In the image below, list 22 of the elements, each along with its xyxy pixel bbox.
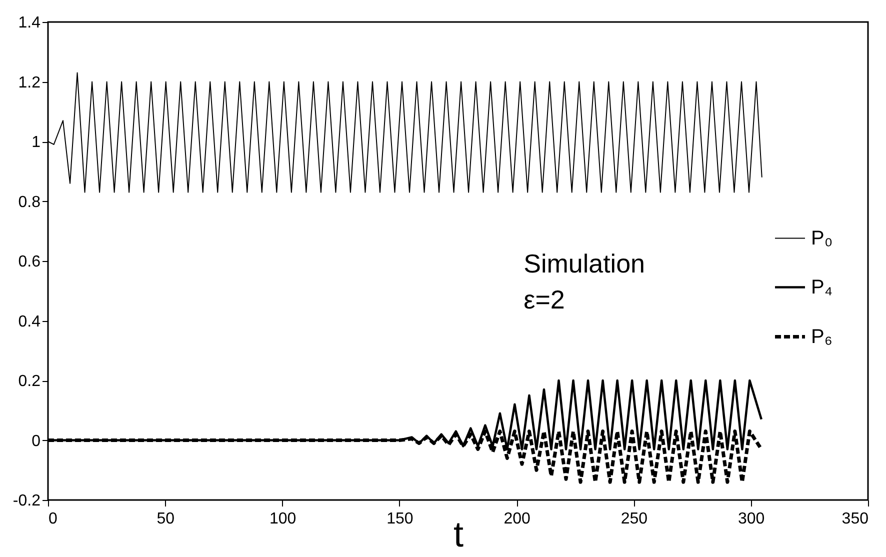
x-axis-title: t (453, 514, 464, 554)
y-tick-label: 0.4 (18, 313, 41, 330)
x-tick-label: 100 (269, 510, 296, 528)
legend-label: P₀ (811, 227, 833, 250)
y-tick-label: 0 (32, 432, 41, 450)
legend-label: P₄ (811, 276, 833, 298)
x-tick-label: 50 (156, 510, 175, 528)
x-tick-label: 200 (504, 510, 531, 528)
x-tick-label: 300 (738, 510, 765, 528)
y-tick-label: 0.8 (18, 194, 41, 211)
annotation: Simulation ε=2 (524, 248, 646, 314)
y-tick-label: 1.4 (18, 14, 41, 32)
x-tick-label: 0 (48, 510, 58, 528)
y-tick-label: 0.2 (18, 373, 41, 390)
y-tick-label: 1 (32, 134, 41, 151)
y-tick-label: 1.2 (18, 74, 41, 92)
y-tick-label: -0.2 (12, 492, 41, 510)
x-tick-label: 150 (386, 510, 414, 528)
legend-label: P₆ (811, 326, 832, 348)
y-tick-label: 0.6 (18, 254, 41, 270)
x-tick-label: 350 (842, 510, 869, 528)
x-tick-label: 250 (620, 510, 648, 528)
